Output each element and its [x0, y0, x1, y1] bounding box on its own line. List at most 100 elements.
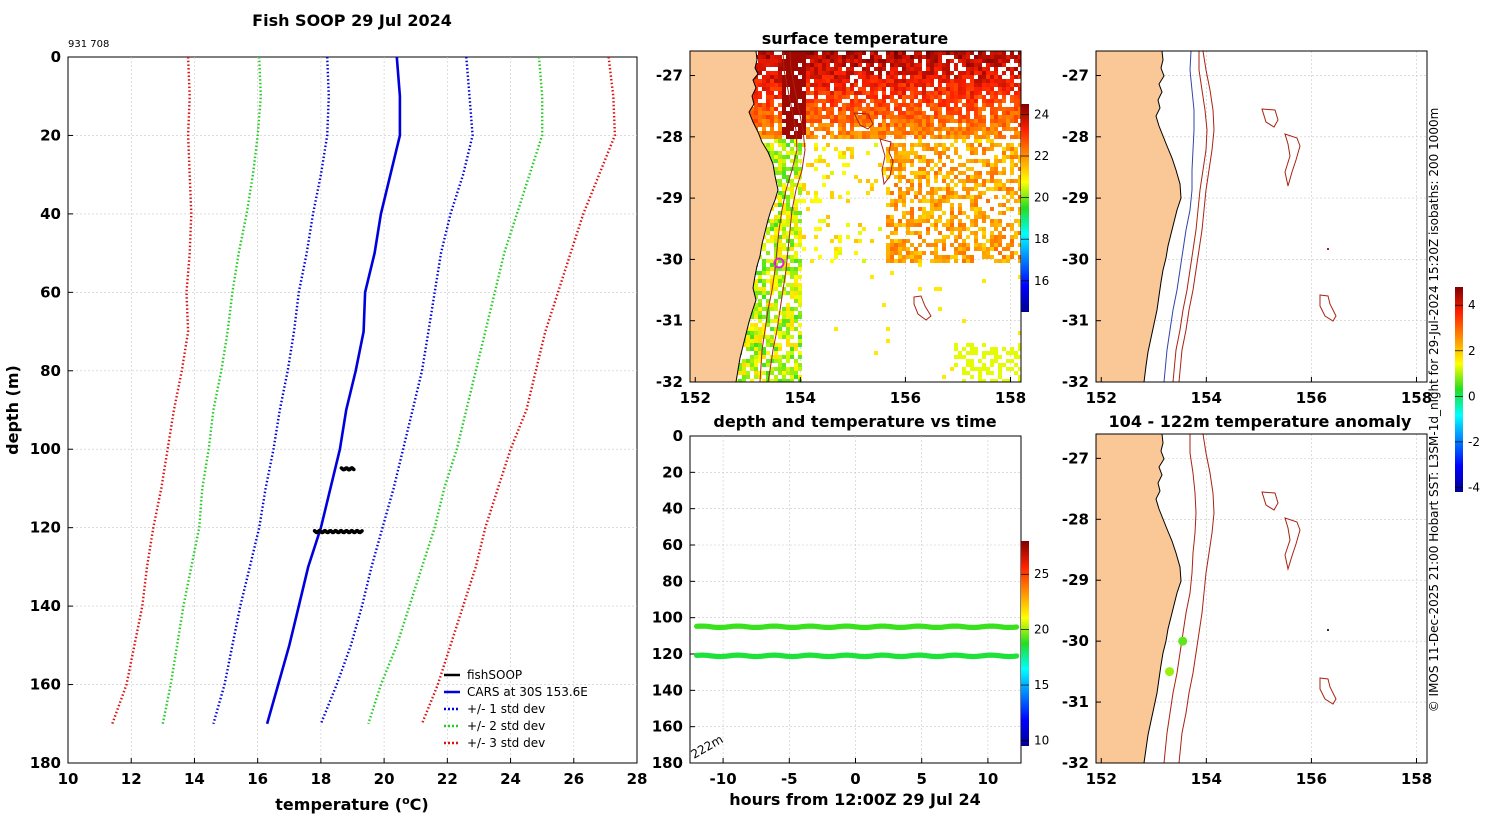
sst-cell — [926, 227, 930, 231]
sst-cell — [798, 159, 802, 163]
sst-cell — [782, 171, 786, 175]
sst-cell — [862, 107, 866, 111]
sst-cell — [1002, 363, 1006, 367]
sst-cell — [774, 359, 778, 363]
sst-cell — [778, 183, 782, 187]
sst-cell — [918, 235, 922, 239]
sst-cell — [982, 159, 986, 163]
sst-cell — [882, 123, 886, 127]
sst-cell — [914, 63, 918, 67]
sst-cell — [802, 127, 806, 131]
sst-cell — [806, 163, 810, 167]
sst-cell — [850, 135, 854, 139]
sst-cell — [762, 315, 766, 319]
sst-cell — [910, 83, 914, 87]
sst-cell — [766, 147, 770, 151]
sst-cell — [826, 51, 830, 55]
sst-cell — [974, 79, 978, 83]
sst-cell — [770, 275, 774, 279]
sst-cell — [958, 135, 962, 139]
sst-cell — [926, 103, 930, 107]
sst-cell — [846, 59, 850, 63]
sst-cell — [826, 83, 830, 87]
sst-cell — [838, 99, 842, 103]
sst-cell — [770, 219, 774, 223]
sst-cell — [798, 311, 802, 315]
sst-cell — [754, 367, 758, 371]
sst-cell — [770, 291, 774, 295]
sst-cell — [922, 99, 926, 103]
sst-cell — [886, 155, 890, 159]
sst-cell — [910, 127, 914, 131]
sst-cell — [986, 67, 990, 71]
sst-cell — [742, 375, 746, 379]
sst-cell — [794, 375, 798, 379]
sst-cell — [770, 319, 774, 323]
sst-cell — [974, 215, 978, 219]
sst-cell — [938, 135, 942, 139]
sst-cell — [802, 71, 806, 75]
sst-cell — [986, 91, 990, 95]
sst-cell — [938, 219, 942, 223]
sst-cell — [982, 351, 986, 355]
sst-cell — [866, 79, 870, 83]
sst-cell — [758, 111, 762, 115]
sst-cell — [878, 55, 882, 59]
sst-cell — [838, 91, 842, 95]
sst-cell — [838, 115, 842, 119]
sst-cell — [778, 379, 782, 382]
sst-cell — [986, 135, 990, 139]
sst-cell — [770, 87, 774, 91]
sst-cell — [930, 223, 934, 227]
sst-cell — [990, 179, 994, 183]
sst-cell — [786, 179, 790, 183]
sst-cell — [822, 87, 826, 91]
sst-cell — [1010, 159, 1014, 163]
sst-cell — [954, 247, 958, 251]
sst-cell — [942, 143, 946, 147]
sst-cell — [990, 59, 994, 63]
sst-cell — [790, 227, 794, 231]
sst-cell — [958, 163, 962, 167]
sst-cell — [782, 375, 786, 379]
sst-cell — [1018, 131, 1021, 135]
sst-cell — [934, 107, 938, 111]
sst-cell — [898, 95, 902, 99]
sst-cell — [818, 55, 822, 59]
sst-cell — [906, 251, 910, 255]
sst-cell — [982, 59, 986, 63]
sst-cell — [782, 203, 786, 207]
sst-cell — [978, 67, 982, 71]
time-series-xlabel: hours from 12:00Z 29 Jul 24 — [729, 790, 980, 809]
sst-cell — [934, 147, 938, 151]
sst-cell — [746, 363, 750, 367]
sst-cell — [1006, 255, 1010, 259]
sst-cell — [814, 159, 818, 163]
sst-cell — [746, 339, 750, 343]
sst-cell — [782, 235, 786, 239]
sst-cell — [894, 131, 898, 135]
sst-cell — [770, 55, 774, 59]
depth-tick-label: 20 — [40, 126, 61, 144]
sst-cell — [786, 335, 790, 339]
sst-cell — [750, 107, 754, 111]
latitude-tick-label: -31 — [1062, 693, 1089, 711]
sst-cell — [782, 75, 786, 79]
sst-cell — [986, 103, 990, 107]
sst-cell — [782, 187, 786, 191]
sst-cell — [934, 127, 938, 131]
sst-cell — [906, 107, 910, 111]
sst-cell — [990, 231, 994, 235]
sst-cell — [850, 147, 854, 151]
sst-cell — [998, 87, 1002, 91]
sst-cell — [970, 187, 974, 191]
sst-cell — [986, 187, 990, 191]
sst-cell — [1018, 123, 1021, 127]
sst-cell — [778, 251, 782, 255]
sst-cell — [866, 71, 870, 75]
sst-cell — [962, 247, 966, 251]
sst-cell — [982, 211, 986, 215]
sst-cell — [770, 371, 774, 375]
hours-tick-label: 0 — [850, 770, 860, 788]
sst-cell — [886, 259, 890, 263]
